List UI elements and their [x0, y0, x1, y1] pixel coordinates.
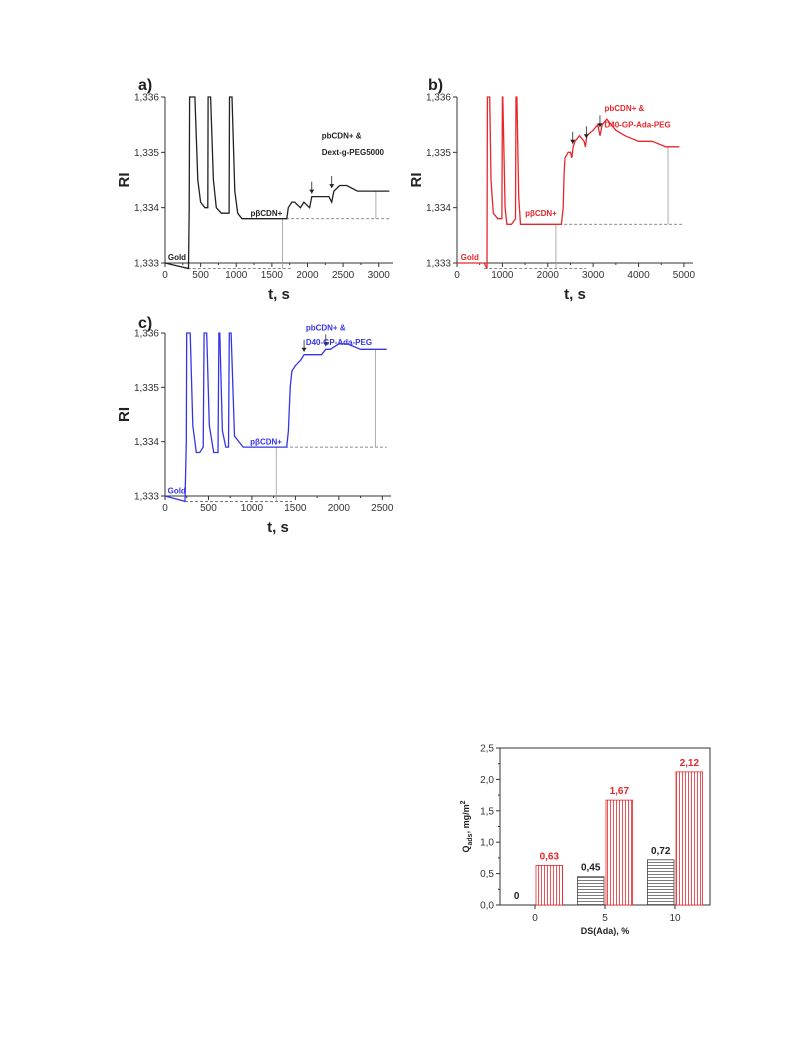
y-tick-label: 1,335	[134, 148, 159, 159]
arrow-head	[301, 347, 307, 352]
x-tick-label: 3000	[582, 270, 605, 281]
x-axis-label: DS(Ada), %	[581, 926, 630, 936]
x-tick-label: 1500	[284, 503, 307, 514]
bar-value-label: 0,63	[540, 851, 560, 862]
panel-label-b: b)	[428, 77, 443, 94]
y-tick-label: 1,334	[134, 203, 159, 214]
x-tick-label: 1000	[225, 270, 248, 281]
y-label-sub: ads	[467, 833, 474, 845]
x-tick-label: 2000	[296, 270, 319, 281]
x-tick-label: 500	[200, 503, 217, 514]
annotation: D40-GP-Ada-PEG	[306, 338, 372, 347]
series-line	[164, 96, 390, 270]
panel-label-c: c)	[138, 315, 152, 332]
annotation: pbCDN+ &	[605, 104, 645, 113]
y-axis-label: Qads, mg/m2	[460, 800, 474, 852]
y-label-sup: 2	[460, 800, 467, 804]
annotation: pβCDN+	[251, 209, 283, 218]
arrow-head	[570, 139, 576, 144]
x-tick-label: 0	[162, 503, 168, 514]
y-label-main: Q	[461, 845, 471, 852]
x-tick-label: 2500	[332, 270, 355, 281]
y-tick-label: 0,5	[480, 869, 494, 880]
y-tick-label: 1,334	[134, 437, 159, 448]
annotation: Gold	[168, 486, 186, 495]
bar-series-red	[675, 771, 704, 906]
x-tick-label: 1000	[241, 503, 264, 514]
x-tick-label: 3000	[368, 270, 391, 281]
arrow-head	[309, 189, 315, 194]
y-tick-label: 1,336	[134, 93, 159, 104]
x-axis-label: t, s	[564, 286, 586, 303]
y-tick-label: 2,5	[480, 744, 494, 755]
x-tick-label: 500	[192, 270, 209, 281]
y-tick-label: 1,336	[426, 93, 451, 104]
x-tick-label: 0	[162, 270, 168, 281]
arrow-head	[323, 342, 329, 347]
y-tick-label: 1,0	[480, 838, 494, 849]
y-axis-label: RI	[408, 173, 425, 188]
y-tick-label: 1,335	[134, 383, 159, 394]
y-axis-label: RI	[116, 407, 133, 422]
y-tick-label: 1,5	[480, 806, 494, 817]
bar-series-black	[577, 876, 605, 906]
bar-value-label: 0,72	[651, 846, 671, 857]
y-tick-label: 1,333	[134, 259, 159, 270]
arrow-head	[329, 184, 335, 189]
bar-value-label: 0,45	[581, 863, 601, 874]
y-tick-label: 1,333	[134, 492, 159, 503]
bar-series-red	[535, 865, 564, 906]
annotation: Gold	[461, 253, 479, 262]
arrow-head	[583, 134, 589, 139]
y-tick-label: 1,333	[426, 259, 451, 270]
y-tick-label: 2,0	[480, 775, 494, 786]
x-tick-label: 4000	[627, 270, 650, 281]
x-axis-label: t, s	[267, 519, 289, 536]
bar-value-label: 2,12	[680, 758, 700, 769]
annotation: D40-GP-Ada-PEG	[605, 120, 671, 129]
bar-value-label: 0	[514, 891, 520, 902]
y-tick-label: 1,334	[426, 203, 451, 214]
x-tick-label: 10	[669, 913, 681, 924]
y-tick-label: 1,335	[426, 148, 451, 159]
y-tick-label: 0,0	[480, 901, 494, 912]
annotation: pβCDN+	[525, 209, 557, 218]
x-axis-label: t, s	[268, 286, 290, 303]
arrow-head	[597, 123, 603, 128]
y-tick-label: 1,336	[134, 329, 159, 340]
annotation: Gold	[168, 253, 186, 262]
bar-series-red	[605, 799, 634, 906]
x-tick-label: 2500	[371, 503, 394, 514]
series-line	[164, 332, 387, 503]
x-tick-label: 1000	[491, 270, 514, 281]
annotation: pbCDN+ &	[306, 323, 346, 332]
x-tick-label: 0	[454, 270, 460, 281]
x-tick-label: 0	[532, 913, 538, 924]
y-axis-label: RI	[116, 173, 133, 188]
x-tick-label: 2000	[537, 270, 560, 281]
x-tick-label: 5000	[673, 270, 696, 281]
x-tick-label: 2000	[328, 503, 351, 514]
series-line	[457, 96, 680, 269]
annotation: Dext-g-PEG5000	[322, 148, 385, 157]
x-tick-label: 5	[602, 913, 608, 924]
annotation: pbCDN+ &	[322, 132, 362, 141]
bar-value-label: 1,67	[610, 786, 630, 797]
annotation: pβCDN+	[250, 437, 282, 446]
bar-series-black	[647, 859, 675, 906]
panel-label-a: a)	[138, 77, 152, 94]
y-label-unit: , mg/m	[461, 804, 471, 833]
x-tick-label: 1500	[261, 270, 284, 281]
